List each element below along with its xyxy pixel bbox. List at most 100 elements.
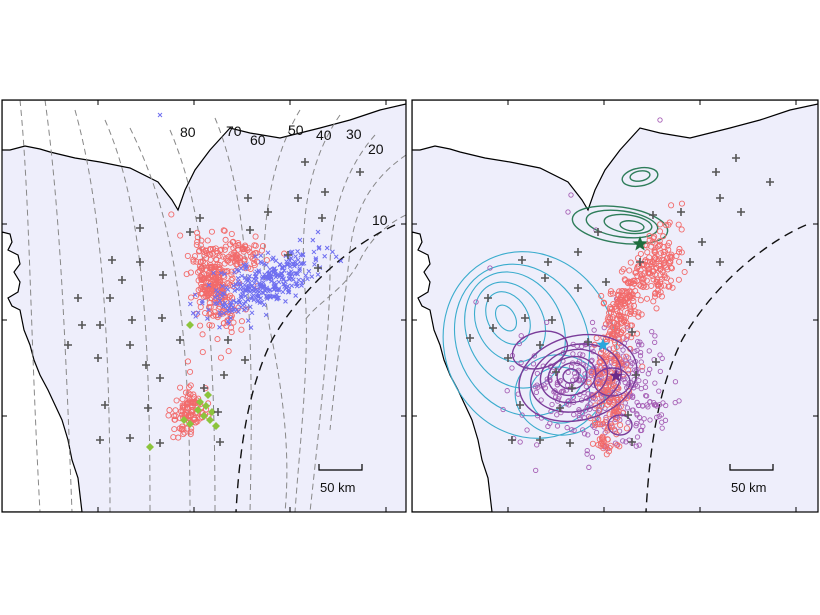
scale-bar-label: 50 km (731, 480, 766, 495)
purple-circle-marker (565, 398, 571, 405)
depth-contour-line (104, 119, 151, 512)
station-plus-marker (314, 264, 322, 272)
red-circle-marker (231, 249, 238, 256)
blue-cross-marker (237, 281, 243, 286)
red-circle-marker (616, 443, 623, 450)
purple-circle-marker (652, 380, 658, 386)
blue-cross-marker (298, 261, 304, 267)
contour-label-30: 30 (346, 126, 362, 142)
red-circle-marker (625, 280, 632, 287)
red-circle-marker (189, 399, 196, 406)
purple-circle-marker (656, 388, 662, 394)
purple-circle-marker (640, 423, 646, 430)
red-circle-marker (175, 434, 182, 441)
purple-circle-marker (518, 360, 524, 366)
red-circle-marker (215, 273, 223, 280)
red-circle-marker (627, 279, 634, 287)
station-markers (64, 158, 364, 447)
purple-circle-marker (645, 404, 651, 410)
blue-cross-marker (221, 303, 227, 309)
red-circle-marker (656, 238, 663, 245)
red-circle-marker (618, 304, 625, 311)
blue-cross-marker (283, 285, 289, 290)
red-circle-marker (617, 403, 624, 410)
red-circle-marker (178, 425, 185, 432)
cyan-density-contour (494, 304, 518, 332)
red-circle-marker (168, 211, 175, 218)
right-map-panel: 50 km (411, 99, 819, 513)
purple-star-marker (609, 369, 623, 382)
blue-cross-marker (212, 295, 218, 300)
blue-cross-marker (311, 249, 317, 255)
station-plus-marker (698, 238, 706, 246)
purple-circle-marker (473, 299, 479, 305)
red-circle-marker (217, 266, 224, 273)
red-circle-marker (596, 436, 603, 443)
red-circle-marker (215, 279, 222, 286)
panel-frame (1, 99, 407, 513)
red-circle-marker (194, 238, 201, 245)
green-diamond-cluster (146, 321, 220, 451)
blue-cross-marker (238, 286, 243, 292)
blue-cross-marker (294, 261, 300, 267)
red-circle-marker (216, 252, 223, 259)
purple-circle-marker (620, 438, 626, 444)
purple-circle-marker (649, 328, 655, 335)
red-circle-marker (202, 247, 209, 254)
red-circle-marker (634, 330, 641, 337)
station-plus-marker (552, 368, 560, 376)
depth-contour-line (214, 117, 252, 512)
station-plus-marker (156, 439, 164, 447)
station-plus-marker (216, 438, 224, 446)
station-plus-marker (521, 314, 529, 322)
depth-contour-line (329, 154, 406, 431)
purple-circle-marker (504, 388, 510, 394)
red-circle-marker (634, 272, 641, 279)
blue-cross-marker (255, 299, 260, 304)
green-diamond-marker (206, 416, 214, 424)
station-plus-marker (136, 224, 144, 232)
purple-circle-marker (519, 412, 525, 418)
red-circle-marker (192, 419, 199, 426)
red-circle-marker (197, 322, 204, 329)
red-circle-marker (617, 422, 624, 429)
red-circle-marker (244, 246, 251, 254)
purple-circle-marker (576, 415, 582, 421)
blue-cross-marker (243, 293, 248, 299)
red-circle-marker (172, 412, 179, 420)
depth-contour-line (74, 109, 111, 512)
blue-cross-marker (285, 289, 291, 295)
blue-cross-marker (217, 324, 222, 330)
red-circle-marker (196, 263, 204, 270)
purple-circle-marker (636, 442, 642, 448)
red-circle-marker (607, 382, 615, 389)
red-circle-marker (606, 411, 613, 418)
blue-cross-marker (190, 310, 196, 316)
red-circle-marker (252, 233, 259, 240)
purple-circle-marker (569, 427, 575, 433)
blue-cross-marker (221, 310, 227, 316)
station-plus-marker (556, 404, 564, 412)
red-circle-marker (585, 379, 592, 386)
red-circle-marker (650, 298, 657, 305)
red-circle-marker (632, 269, 639, 276)
blue-cross-marker (258, 253, 264, 258)
station-plus-marker (294, 194, 302, 202)
red-circle-marker (606, 444, 613, 451)
purple-circle-marker (593, 429, 600, 436)
station-plus-marker (766, 178, 774, 186)
purple-circle-marker (639, 342, 645, 348)
contour-label-20: 20 (368, 141, 384, 157)
red-circle-marker (281, 250, 288, 257)
green-density-contour (571, 205, 669, 245)
blue-cross-marker (300, 252, 306, 258)
blue-cross-marker (233, 300, 239, 305)
purple-circle-marker (591, 327, 597, 333)
purple-circle-marker (554, 412, 560, 418)
red-circle-marker (664, 242, 671, 249)
blue-cross-marker (231, 298, 236, 304)
purple-circle-marker (635, 338, 641, 345)
red-circle-marker (188, 428, 195, 435)
purple-circle-marker (633, 443, 639, 449)
